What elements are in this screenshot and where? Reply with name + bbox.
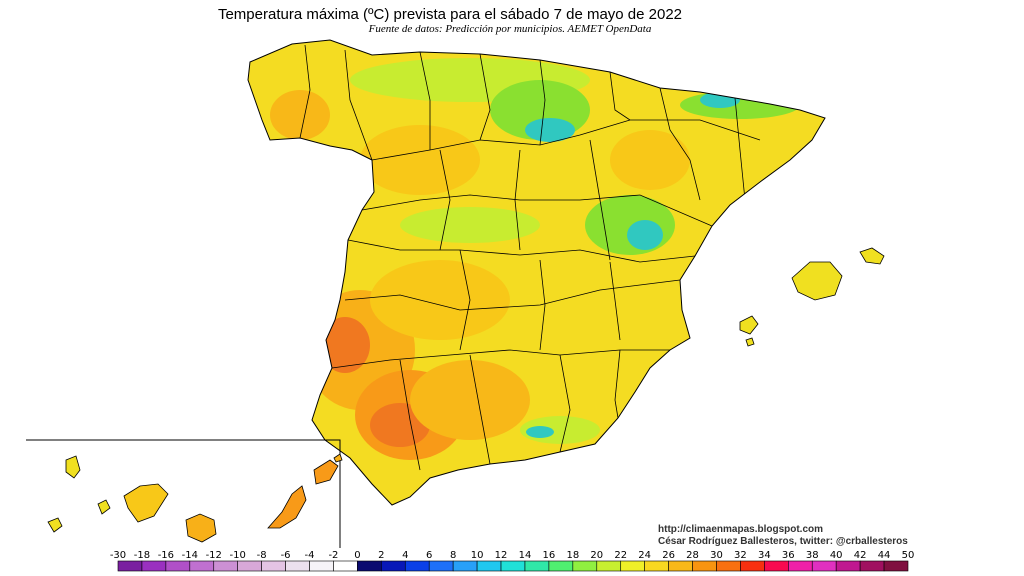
legend-swatch [548, 560, 574, 572]
legend-tick-label: 38 [806, 550, 819, 561]
legend-tick-label: 0 [354, 550, 360, 561]
map-title: Temperatura máxima (ºC) prevista para el… [217, 6, 683, 23]
legend-tick-label: 32 [734, 550, 747, 561]
legend-tick-label: -8 [257, 550, 267, 561]
legend-tick-label: 44 [878, 550, 891, 561]
canary-inset-frame [26, 439, 341, 548]
map-subtitle: Fuente de datos: Predicción por municipi… [368, 23, 652, 35]
legend-tick-label: -16 [158, 550, 174, 561]
legend-tick-label: 24 [638, 550, 651, 561]
balearic-islands [739, 247, 885, 347]
peninsula-landmass [247, 39, 826, 506]
legend-swatch [740, 560, 765, 572]
legend-tick-label: 40 [830, 550, 843, 561]
temperature-legend-bar [117, 560, 909, 572]
legend-swatch [716, 560, 741, 572]
legend-tick-label: 10 [471, 550, 484, 561]
legend-swatch [500, 560, 526, 572]
legend-tick-label: 20 [590, 550, 603, 561]
legend-swatch [811, 560, 837, 572]
credit-author: César Rodríguez Ballesteros, twitter: @c… [658, 536, 908, 547]
legend-tick-label: -18 [134, 550, 150, 561]
legend-tick-label: 30 [710, 550, 723, 561]
legend-swatch [883, 560, 909, 572]
legend-swatch [189, 560, 215, 572]
legend-tick-label: -4 [305, 550, 315, 561]
legend-tick-label: 16 [543, 550, 556, 561]
credit-url[interactable]: http://climaenmapas.blogspot.com [658, 524, 824, 535]
legend-tick-label: 14 [519, 550, 532, 561]
legend-swatch [404, 560, 430, 572]
legend-swatch [764, 560, 789, 572]
legend-swatch [620, 560, 645, 572]
legend-swatch [309, 560, 334, 572]
legend-swatch [452, 560, 478, 572]
legend-swatch [357, 560, 382, 572]
legend-swatch [644, 560, 669, 572]
legend-swatch [261, 560, 286, 572]
legend-tick-label: 28 [686, 550, 699, 561]
legend-swatch [381, 560, 406, 572]
legend-tick-label: 22 [614, 550, 627, 561]
legend-swatch [117, 560, 143, 572]
legend-tick-label: 50 [902, 550, 915, 561]
legend-swatch [165, 560, 191, 572]
legend-swatch [668, 560, 693, 572]
legend-swatch [788, 560, 813, 572]
legend-tick-label: 8 [450, 550, 456, 561]
legend-tick-label: 6 [426, 550, 432, 561]
canary-islands [47, 453, 343, 543]
legend-tick-label: 2 [378, 550, 384, 561]
legend-tick-label: 26 [662, 550, 675, 561]
legend-swatch [476, 560, 502, 572]
legend-tick-label: -14 [182, 550, 198, 561]
legend-tick-label: -2 [328, 550, 338, 561]
legend-tick-label: 4 [402, 550, 408, 561]
legend-swatch [859, 560, 885, 572]
temperature-legend-labels: -30 -18 -16 -14 -12 -10 -8 -6 -4 -2 0 2 4 6 8 10 12 14 16 1… [110, 550, 915, 561]
legend-tick-label: -10 [230, 550, 246, 561]
legend-tick-label: 12 [495, 550, 508, 561]
legend-tick-label: -30 [110, 550, 126, 561]
legend-swatch [524, 560, 550, 572]
legend-swatch [835, 560, 861, 572]
legend-swatch [213, 560, 238, 572]
legend-swatch [572, 560, 598, 572]
legend-swatch [141, 560, 167, 572]
legend-swatch [285, 560, 310, 572]
legend-tick-label: 34 [758, 550, 771, 561]
legend-swatch [237, 560, 262, 572]
legend-swatch [596, 560, 622, 572]
legend-tick-label: 42 [854, 550, 867, 561]
legend-tick-label: 36 [782, 550, 795, 561]
legend-swatch [428, 560, 454, 572]
legend-tick-label: -6 [281, 550, 291, 561]
legend-tick-label: -12 [206, 550, 222, 561]
legend-tick-label: 18 [566, 550, 579, 561]
legend-swatch [692, 560, 717, 572]
legend-swatch [333, 560, 358, 572]
